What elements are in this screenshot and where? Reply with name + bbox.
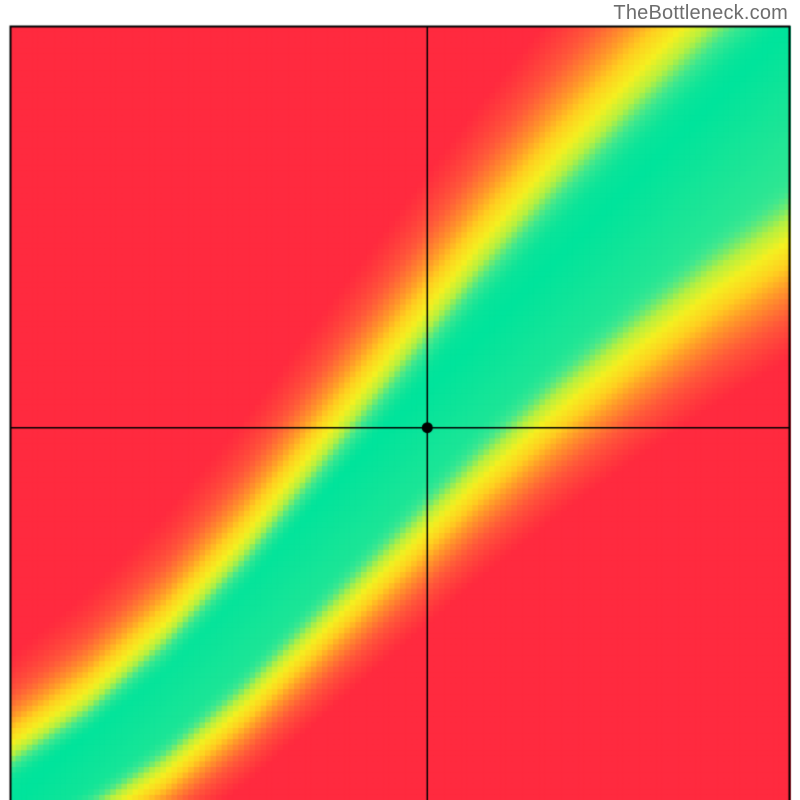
chart-container: TheBottleneck.com — [0, 0, 800, 800]
watermark-label: TheBottleneck.com — [613, 2, 788, 25]
bottleneck-heatmap — [0, 0, 800, 800]
